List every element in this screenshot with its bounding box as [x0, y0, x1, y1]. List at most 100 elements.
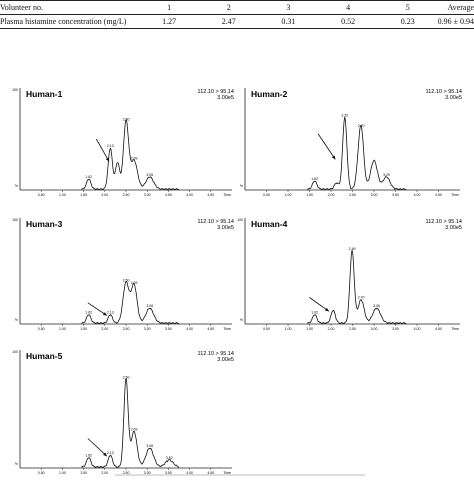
peak-label: 1.62	[85, 454, 92, 458]
scale-label: 3.00e5	[217, 225, 234, 231]
x-axis-unit-label: Time	[223, 471, 231, 475]
x-tick-label: 1.50	[80, 471, 87, 475]
sample-label: Human-3	[26, 219, 63, 229]
x-tick-label: 3.50	[392, 327, 399, 331]
peak-arrow	[87, 438, 108, 457]
chromatogram-trace	[307, 249, 407, 325]
y-axis-unit-label: %	[240, 184, 243, 188]
peak-label: 2.69	[131, 281, 138, 285]
x-tick-label: 2.00	[328, 193, 335, 197]
table-row: Plasma histamine concentration (mg/L) 1.…	[0, 14, 474, 29]
peak-label: 2.69	[131, 156, 138, 160]
y-axis-top-label: 100	[12, 218, 18, 222]
sample-label: Human-1	[26, 89, 63, 99]
x-tick-label: 4.50	[207, 327, 214, 331]
table-header-cell: 3	[258, 0, 319, 15]
chromatogram-trace	[81, 377, 180, 469]
peak-label: 2.50	[123, 279, 130, 283]
transition-label: 112.10 > 95.14	[426, 89, 462, 95]
x-axis-unit-label: Time	[223, 193, 231, 197]
histamine-table: Volunteer no. 1 2 3 4 5 Average Plasma h…	[0, 0, 474, 29]
peak-arrow	[95, 138, 110, 162]
peak-arrow	[317, 133, 336, 160]
x-tick-label: 4.50	[435, 327, 442, 331]
sample-label: Human-4	[251, 219, 288, 229]
x-tick-label: 0.50	[38, 193, 45, 197]
table-header-cell: 4	[318, 0, 378, 15]
peak-arrow-head	[331, 155, 336, 160]
table-cell: 0.31	[258, 14, 319, 29]
table-header-cell: Volunteer no.	[0, 0, 140, 15]
x-tick-label: 1.00	[59, 471, 66, 475]
x-tick-label: 1.50	[306, 193, 313, 197]
x-tick-label: 0.50	[38, 327, 45, 331]
peak-label: 2.13	[107, 451, 114, 455]
peak-label: 1.62	[85, 175, 92, 179]
peak-label: 2.32	[341, 114, 348, 118]
peak-label: 3.52	[166, 456, 173, 460]
peak-label: 2.50	[123, 376, 130, 380]
x-axis-unit-label: Time	[451, 327, 459, 331]
x-tick-label: 0.50	[38, 471, 45, 475]
x-tick-label: 2.00	[101, 327, 108, 331]
scale-label: 3.00e5	[445, 225, 462, 231]
x-tick-label: 3.00	[144, 471, 151, 475]
x-tick-label: 2.50	[123, 327, 130, 331]
sample-label: Human-2	[251, 89, 288, 99]
table-cell: 1.27	[139, 14, 199, 29]
sample-label: Human-5	[26, 351, 63, 361]
table-header-cell: 2	[198, 0, 259, 15]
scale-label: 3.00e5	[217, 95, 234, 101]
x-tick-label: 3.00	[371, 327, 378, 331]
x-tick-label: 2.50	[349, 193, 356, 197]
table-cell: 0.23	[377, 14, 438, 29]
peak-arrow-head	[105, 157, 110, 162]
chromatogram-trace	[307, 116, 407, 191]
x-axis-unit-label: Time	[451, 193, 459, 197]
peak-arrow-head	[102, 312, 107, 316]
x-tick-label: 4.50	[207, 471, 214, 475]
x-tick-label: 3.00	[371, 193, 378, 197]
table-header-row: Volunteer no. 1 2 3 4 5 Average	[0, 0, 474, 15]
x-tick-label: 4.50	[435, 193, 442, 197]
peak-label: 1.62	[85, 311, 92, 315]
x-tick-label: 3.00	[144, 327, 151, 331]
scale-label: 3.00e5	[217, 357, 234, 363]
peak-arrow	[87, 302, 108, 316]
x-tick-label: 3.50	[392, 193, 399, 197]
x-tick-label: 1.50	[306, 327, 313, 331]
peak-label: 2.13	[107, 144, 114, 148]
y-axis-unit-label: %	[240, 318, 243, 322]
peak-label: 3.29	[383, 173, 390, 177]
x-tick-label: 1.00	[285, 327, 292, 331]
table-header-cell: 1	[139, 0, 199, 15]
y-axis-unit-label: %	[15, 462, 18, 466]
transition-label: 112.10 > 95.14	[198, 351, 234, 357]
peak-label: 2.70	[358, 124, 365, 128]
table-cell: 2.47	[198, 14, 259, 29]
peak-label: 1.62	[311, 311, 318, 315]
y-axis-top-label: 100	[12, 88, 18, 92]
x-tick-label: 1.50	[80, 327, 87, 331]
peak-arrow-head	[103, 452, 107, 457]
x-tick-label: 2.50	[123, 193, 130, 197]
x-tick-label: 0.50	[263, 193, 270, 197]
x-tick-label: 4.00	[414, 327, 421, 331]
figure-caption-strip	[115, 474, 365, 476]
transition-label: 112.10 > 95.14	[426, 219, 462, 225]
peak-label: 2.70	[358, 296, 365, 300]
x-tick-label: 4.00	[186, 471, 193, 475]
x-tick-label: 3.50	[165, 193, 172, 197]
x-tick-label: 3.50	[165, 327, 172, 331]
peak-label: 3.06	[146, 173, 153, 177]
table-cell: 0.52	[318, 14, 378, 29]
x-tick-label: 1.00	[285, 193, 292, 197]
transition-label: 112.10 > 95.14	[198, 219, 234, 225]
x-tick-label: 4.00	[186, 327, 193, 331]
table-cell: Plasma histamine concentration (mg/L)	[0, 14, 140, 29]
x-tick-label: 4.50	[207, 193, 214, 197]
transition-label: 112.10 > 95.14	[198, 89, 234, 95]
x-tick-label: 2.50	[349, 327, 356, 331]
x-tick-label: 2.00	[328, 327, 335, 331]
